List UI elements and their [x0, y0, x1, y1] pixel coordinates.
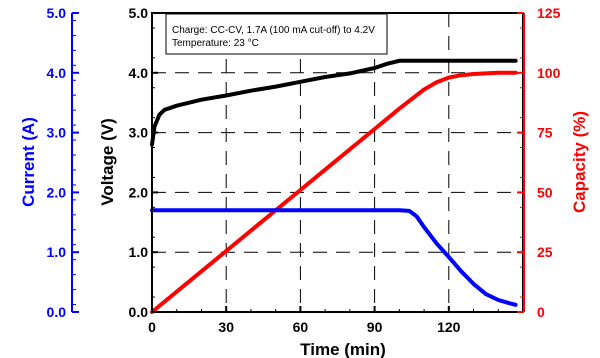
capacity-tick-label: 25	[537, 244, 553, 260]
voltage-tick-label: 3.0	[129, 125, 149, 141]
current-tick-label: 4.0	[47, 65, 67, 81]
time-tick-label: 120	[437, 319, 461, 335]
capacity-tick-label: 0	[537, 304, 545, 320]
voltage-series-line	[150, 58, 518, 147]
voltage-tick-label: 4.0	[129, 65, 149, 81]
capacity-axis: 0 25 50 75 100 125	[517, 5, 561, 320]
time-axis: 0 30 60 90 120	[148, 306, 499, 335]
capacity-tick-label: 75	[537, 125, 553, 141]
voltage-tick-label: 2.0	[129, 184, 149, 200]
current-tick-label: 3.0	[47, 125, 67, 141]
current-axis: 0.0 1.0 2.0 3.0 4.0 5.0	[47, 5, 79, 320]
voltage-axis-title: Voltage (V)	[98, 118, 117, 206]
annotation-box	[165, 13, 388, 55]
annotation-line-2: Temperature: 23 °C	[172, 38, 259, 49]
time-tick-label: 60	[293, 319, 309, 335]
capacity-tick-label: 125	[537, 5, 561, 21]
current-tick-label: 1.0	[47, 244, 67, 260]
voltage-tick-label: 0.0	[129, 304, 149, 320]
voltage-tick-label: 5.0	[129, 5, 149, 21]
time-tick-label: 90	[367, 319, 383, 335]
voltage-axis: 0.0 1.0 2.0 3.0 4.0 5.0	[129, 5, 158, 320]
grid-layer	[152, 13, 523, 312]
x-axis-title: Time (min)	[300, 340, 386, 358]
annotation-line-1: Charge: CC-CV, 1.7A (100 mA cut-off) to …	[172, 25, 375, 36]
capacity-tick-label: 50	[537, 184, 553, 200]
time-tick-label: 0	[148, 319, 156, 335]
current-tick-label: 2.0	[47, 184, 67, 200]
series-layer	[150, 58, 518, 314]
voltage-tick-label: 1.0	[129, 244, 149, 260]
capacity-axis-title: Capacity (%)	[570, 111, 589, 213]
current-tick-label: 5.0	[47, 5, 67, 21]
capacity-series-line	[150, 70, 518, 314]
current-axis-title: Current (A)	[19, 117, 38, 207]
time-tick-label: 30	[218, 319, 234, 335]
capacity-tick-label: 100	[537, 65, 561, 81]
current-tick-label: 0.0	[47, 304, 67, 320]
current-series-line	[150, 208, 518, 307]
